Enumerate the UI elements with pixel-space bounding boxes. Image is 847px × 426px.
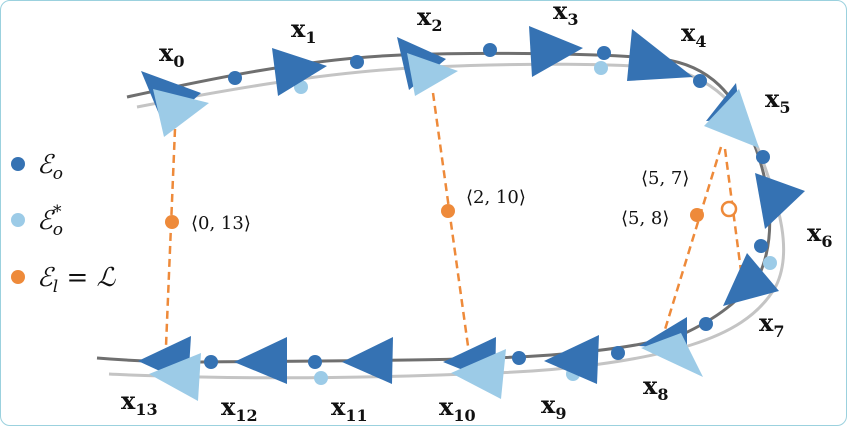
odometry-factor <box>597 46 611 60</box>
node-label-x1: x1 <box>291 14 316 47</box>
legend-marker-loop-closure <box>11 270 25 284</box>
loop-label-5-7: ⟨5, 7⟩ <box>641 168 689 189</box>
odometry-factor <box>756 150 770 164</box>
node-label-x3: x3 <box>553 1 578 29</box>
node-label-x12: x12 <box>221 392 258 425</box>
node-label-x9: x9 <box>541 390 566 423</box>
loop-factor-5-8 <box>690 208 704 222</box>
pose-2-ground-truth <box>407 53 458 96</box>
pose-12-estimate <box>234 337 287 384</box>
pose-markers <box>138 26 805 401</box>
legend-label-loop-closure: ℰl = ℒ <box>37 263 117 297</box>
node-label-x7: x7 <box>759 308 784 341</box>
legend-label-odometry: ℰo <box>37 150 63 184</box>
node-label-x2: x2 <box>417 2 442 35</box>
odometry-factors <box>204 43 770 369</box>
loop-edge-5-8 <box>661 146 723 337</box>
pose-8-ground-truth <box>641 333 703 377</box>
loop-factor-2-10 <box>441 204 455 218</box>
odometry-factor <box>228 71 242 85</box>
pose-0-ground-truth <box>153 89 209 137</box>
loop-edge-5-7 <box>723 148 743 272</box>
legend-label-ground-truth-odometry: ℰo* <box>37 202 63 240</box>
odometry-factor <box>699 317 713 331</box>
pose-10-ground-truth <box>451 349 506 399</box>
pose-4-estimate <box>627 29 693 81</box>
legend: ℰo ℰo* ℰl = ℒ <box>11 150 117 297</box>
loop-label-5-8: ⟨5, 8⟩ <box>621 208 669 229</box>
node-label-x0: x0 <box>159 38 184 71</box>
odometry-factor <box>754 239 768 253</box>
node-label-x8: x8 <box>643 371 668 404</box>
gt-odometry-factor <box>314 371 328 385</box>
loop-edge-2-10 <box>431 92 470 347</box>
ground-truth-odometry-factors <box>294 61 777 385</box>
pose-7-estimate <box>723 253 779 306</box>
node-label-x10: x10 <box>439 392 476 425</box>
node-label-x6: x6 <box>807 218 832 251</box>
odometry-factor <box>350 55 364 69</box>
node-label-x4: x4 <box>681 18 706 51</box>
odometry-factor <box>204 355 218 369</box>
odometry-factor <box>308 355 322 369</box>
node-label-x13: x13 <box>121 386 158 419</box>
legend-item-ground-truth-odometry: ℰo* <box>11 202 63 240</box>
legend-marker-odometry <box>11 157 25 171</box>
legend-item-odometry: ℰo <box>11 150 63 184</box>
loop-edge-0-13 <box>164 128 177 347</box>
node-label-x5: x5 <box>765 84 790 117</box>
pose-5-ground-truth <box>704 89 759 148</box>
pose-9-estimate <box>544 335 599 384</box>
pose-11-estimate <box>342 337 393 384</box>
node-labels: x0 x1 x2 x3 x4 x5 x6 x7 x8 x9 x10 x11 x1… <box>121 1 832 425</box>
loop-factor-0-13 <box>165 215 179 229</box>
gt-odometry-factor <box>763 256 777 270</box>
loop-closure-labels: ⟨0, 13⟩ ⟨2, 10⟩ ⟨5, 7⟩ ⟨5, 8⟩ <box>191 168 689 234</box>
loop-closure-edges <box>164 92 743 347</box>
odometry-factor <box>611 346 625 360</box>
pose-6-estimate <box>755 173 805 229</box>
pose-1-estimate <box>272 48 327 96</box>
legend-item-loop-closure: ℰl = ℒ <box>11 263 117 297</box>
loop-factor-5-7-open <box>720 200 738 218</box>
pose-3-estimate <box>529 26 583 77</box>
odometry-factor <box>693 74 707 88</box>
pose-13-ground-truth <box>149 353 201 401</box>
odometry-factor <box>483 43 497 57</box>
loop-label-2-10: ⟨2, 10⟩ <box>466 187 526 208</box>
loop-closure-factors <box>165 200 738 229</box>
loop-label-0-13: ⟨0, 13⟩ <box>191 213 251 234</box>
legend-marker-ground-truth-odometry <box>11 213 25 227</box>
node-label-x11: x11 <box>331 392 368 425</box>
gt-odometry-factor <box>594 61 608 75</box>
odometry-factor <box>512 351 526 365</box>
